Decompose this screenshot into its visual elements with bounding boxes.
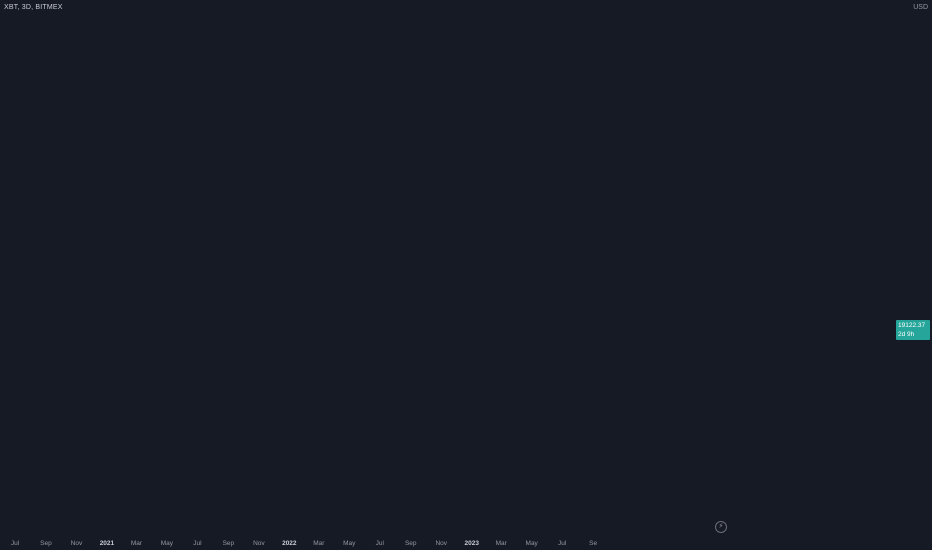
last-price-badge: 19122.37 2d 9h (896, 320, 930, 340)
time-tick-label: 2021 (100, 540, 115, 547)
time-tick-label: Mar (131, 540, 143, 547)
time-tick-label: Sep (405, 540, 417, 547)
bar-countdown: 2d 9h (898, 331, 915, 338)
time-tick-label: Jul (193, 540, 202, 547)
time-tick-label: Jul (558, 540, 567, 547)
time-tick-label: May (526, 540, 539, 547)
time-tick-label: Nov (253, 540, 265, 547)
time-tick-label: Sep (223, 540, 235, 547)
time-tick-label: May (161, 540, 174, 547)
currency-label: USD (913, 4, 928, 11)
time-tick-label: Mar (496, 540, 508, 547)
time-axis: Jul Sep Nov 2021 Mar May Jul Sep Nov 2022 Mar May Ju… (11, 540, 598, 547)
last-price: 19122.37 (898, 322, 926, 329)
time-tick-label: Jul (11, 540, 20, 547)
time-tick-label: Se (589, 540, 597, 547)
time-tick-label: Sep (40, 540, 52, 547)
time-tick-label: 2023 (464, 540, 479, 547)
symbol-label: XBT, 3D, BITMEX (4, 4, 63, 11)
time-tick-label: Nov (435, 540, 447, 547)
grid-layer (0, 0, 895, 536)
lightning-icon[interactable]: ⚡ (715, 521, 727, 533)
time-tick-label: Mar (313, 540, 325, 547)
time-tick-label: 2022 (282, 540, 297, 547)
plot-area (0, 0, 895, 536)
time-tick-label: May (343, 540, 356, 547)
time-tick-label: Jul (376, 540, 385, 547)
time-tick-label: Nov (71, 540, 83, 547)
